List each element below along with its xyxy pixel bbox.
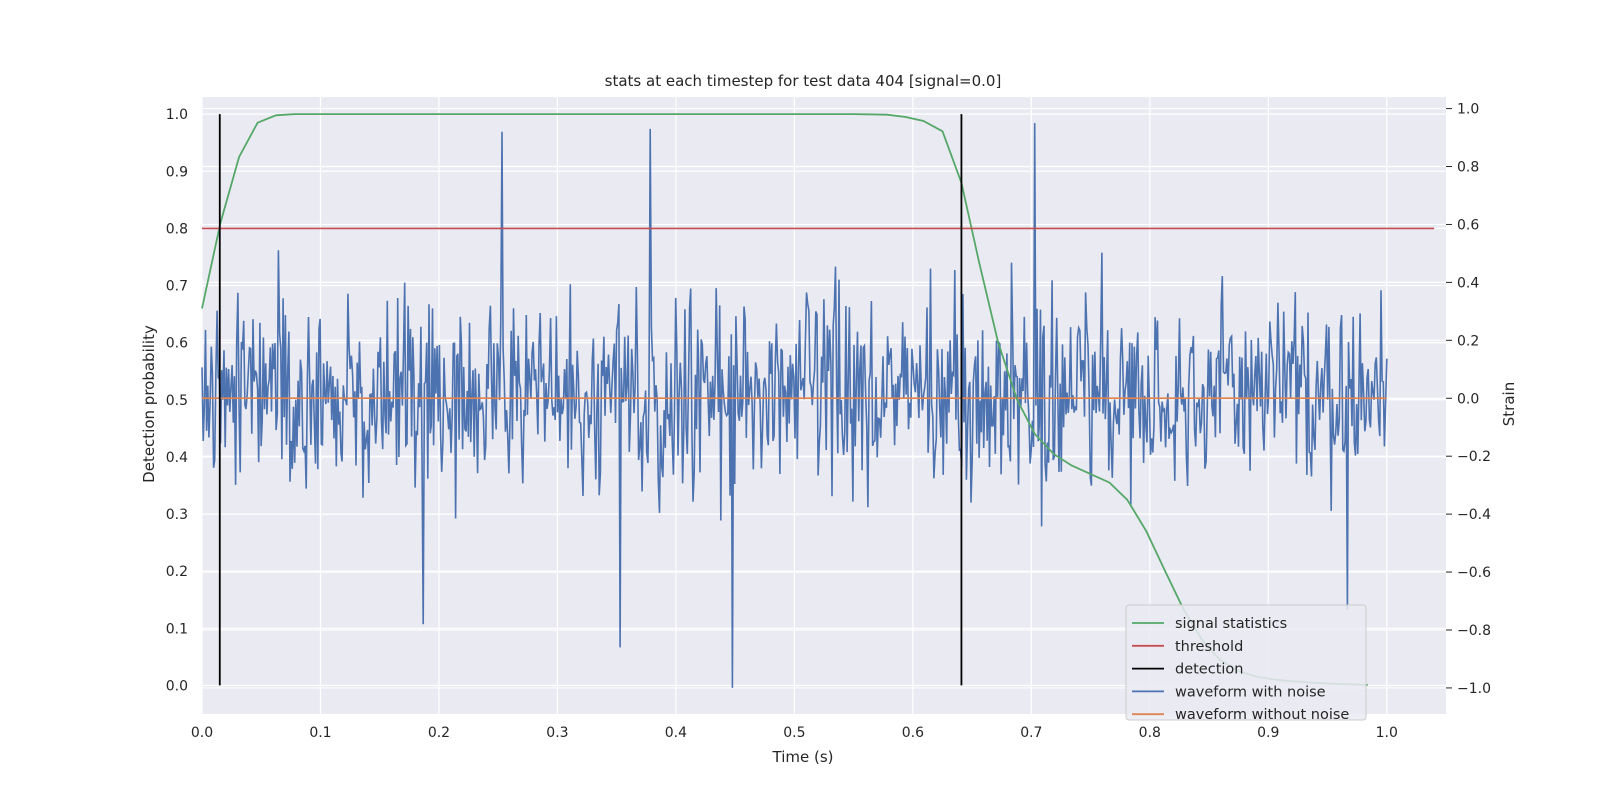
y-right-tick-label: 1.0 — [1457, 102, 1479, 118]
y-right-tick-label: −0.4 — [1457, 507, 1491, 523]
legend: signal statistics threshold detection wavef… — [1125, 604, 1367, 723]
legend-label: detection — [1175, 662, 1243, 678]
y-tick-label: 0.2 — [166, 564, 188, 580]
series-line-waveform-with-noise — [201, 123, 1388, 688]
y-right-tick-label: 0.6 — [1457, 217, 1479, 233]
y-right-tick-label: 0.8 — [1457, 160, 1479, 176]
axes-layer: 0.0 0.1 0.2 0.3 0.4 0.5 0.6 0.7 0.8 0.9 1.0 0.0 0.1 0… — [166, 102, 1491, 741]
y-right-tick-label: −0.8 — [1457, 623, 1491, 639]
y-tick-label: 0.8 — [166, 221, 188, 237]
x-tick-label: 0.8 — [1139, 725, 1161, 741]
y-axis-right-label: Strain — [1500, 382, 1518, 426]
x-tick-label: 0.6 — [902, 725, 924, 741]
y-tick-label: 0.0 — [166, 678, 188, 694]
legend-label: waveform without noise — [1175, 707, 1349, 723]
y-tick-label: 1.0 — [166, 107, 188, 123]
x-tick-label: 0.5 — [783, 725, 805, 741]
chart-title: stats at each timestep for test data 404… — [605, 72, 1002, 90]
legend-label: waveform with noise — [1175, 684, 1326, 700]
legend-label: threshold — [1175, 639, 1243, 655]
y-tick-label: 0.6 — [166, 336, 188, 352]
y-tick-label: 0.3 — [166, 507, 188, 523]
x-tick-label: 0.1 — [309, 725, 331, 741]
x-tick-label: 1.0 — [1376, 725, 1398, 741]
y-tick-label: 0.9 — [166, 164, 188, 180]
y-right-tick-label: 0.2 — [1457, 333, 1479, 349]
x-axis-label: Time (s) — [772, 748, 834, 766]
y-tick-label: 0.5 — [166, 393, 188, 409]
y-axis-label: Detection probability — [140, 325, 158, 483]
y-right-tick-label: −0.2 — [1457, 449, 1491, 465]
x-tick-label: 0.4 — [665, 725, 687, 741]
legend-box — [1125, 604, 1367, 721]
y-right-tick-label: −1.0 — [1457, 681, 1491, 697]
y-tick-label: 0.1 — [166, 621, 188, 637]
x-tick-label: 0.7 — [1020, 725, 1042, 741]
y-tick-label: 0.4 — [166, 450, 188, 466]
y-right-tick-label: −0.6 — [1457, 565, 1491, 581]
x-tick-label: 0.9 — [1257, 725, 1279, 741]
y-right-tick-label: 0.0 — [1457, 391, 1479, 407]
x-tick-label: 0.2 — [428, 725, 450, 741]
x-tick-label: 0.0 — [191, 725, 213, 741]
legend-label: signal statistics — [1175, 616, 1287, 632]
y-right-tick-label: 0.4 — [1457, 275, 1479, 291]
y-tick-label: 0.7 — [166, 279, 188, 295]
x-tick-label: 0.3 — [546, 725, 568, 741]
